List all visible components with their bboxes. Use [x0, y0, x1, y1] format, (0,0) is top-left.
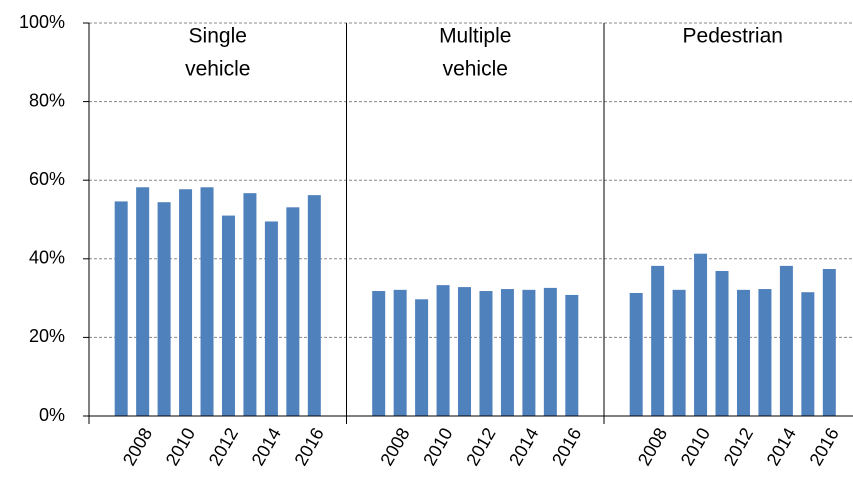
bar: [822, 269, 836, 416]
bar: [522, 289, 536, 416]
bar: [286, 207, 300, 416]
panel-title: Multiple: [439, 25, 511, 48]
bar: [736, 289, 750, 416]
bar: [543, 287, 557, 416]
bar: [307, 195, 321, 416]
x-tick-label: 2008: [376, 424, 413, 469]
bar: [372, 291, 386, 416]
x-tick-label: 2012: [720, 424, 757, 469]
bar: [200, 187, 214, 416]
y-tick-label: 40%: [29, 248, 65, 268]
y-tick-label: 60%: [29, 169, 65, 189]
bar: [179, 189, 193, 416]
bar: [136, 187, 150, 416]
x-tick-label: 2016: [548, 424, 585, 469]
bar: [221, 215, 235, 416]
bar: [715, 270, 729, 416]
x-tick-label: 2008: [119, 424, 156, 469]
bar: [694, 253, 708, 416]
x-tick-label: 2014: [248, 424, 285, 469]
x-tick-label: 2016: [291, 424, 328, 469]
x-tick-label: 2012: [205, 424, 242, 469]
x-tick-label: 2008: [634, 424, 671, 469]
x-tick-label: 2012: [462, 424, 499, 469]
bar: [458, 287, 472, 416]
panel-title: vehicle: [185, 58, 250, 81]
y-tick-label: 100%: [19, 12, 65, 32]
x-tick-label: 2010: [162, 424, 199, 469]
x-tick-label: 2010: [419, 424, 456, 469]
bar: [629, 292, 643, 416]
bar: [415, 299, 429, 416]
x-tick-label: 2014: [505, 424, 542, 469]
bar: [500, 289, 514, 416]
x-tick-label: 2014: [763, 424, 800, 469]
bar: [801, 292, 815, 416]
x-tick-label: 2010: [677, 424, 714, 469]
bar: [264, 221, 278, 416]
bar: [479, 291, 493, 416]
bar: [114, 201, 128, 416]
y-tick-label: 80%: [29, 90, 65, 110]
panel-title: Pedestrian: [683, 25, 783, 48]
panel-title: Single: [189, 25, 247, 48]
bar: [393, 289, 407, 416]
bar: [779, 265, 793, 416]
y-tick-label: 0%: [39, 405, 65, 425]
x-tick-label: 2016: [806, 424, 843, 469]
bar: [157, 202, 171, 416]
bar: [651, 265, 665, 416]
bar: [672, 289, 686, 416]
bar: [758, 289, 772, 416]
bar: [565, 294, 579, 416]
y-tick-label: 20%: [29, 326, 65, 346]
bar: [243, 193, 257, 416]
bar: [436, 285, 450, 416]
panel-title: vehicle: [443, 58, 508, 81]
